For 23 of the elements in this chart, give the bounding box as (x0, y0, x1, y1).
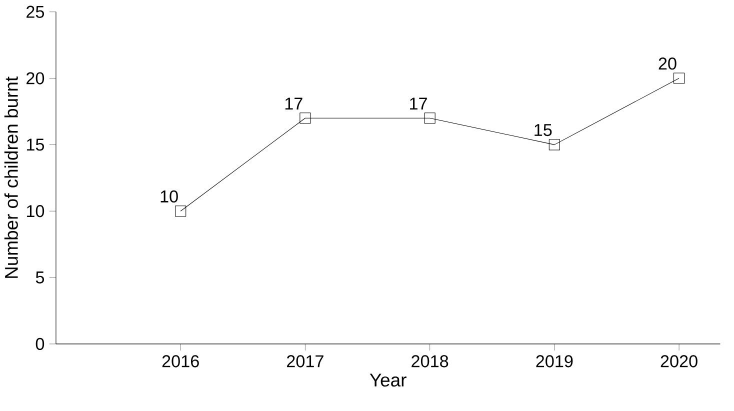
y-tick-label: 5 (36, 271, 44, 284)
point (674, 72, 685, 84)
point (300, 112, 311, 124)
data-label: 15 (534, 124, 552, 136)
x-tick-label: 2016 (162, 355, 199, 368)
y-tick-label: 25 (26, 6, 44, 18)
x-tick-label: 2017 (287, 355, 324, 368)
x-axis-title: Year (370, 374, 406, 387)
y-tick-label: 0 (36, 338, 44, 350)
x-tick-label: 2020 (660, 355, 698, 368)
x-tick-label: 2018 (412, 355, 448, 368)
data-label: 17 (285, 98, 302, 110)
point (424, 112, 436, 124)
y-tick-label: 10 (26, 204, 44, 218)
y-tick-label: 15 (26, 138, 44, 151)
y-tick-label: 20 (26, 72, 44, 84)
point (548, 139, 560, 150)
data-label: 17 (410, 98, 427, 110)
x-tick-label: 2019 (536, 355, 573, 368)
y-axis-title: Number of children burnt (4, 76, 18, 278)
point (175, 205, 186, 217)
data-label: 10 (160, 190, 178, 202)
data-label: 20 (658, 57, 676, 70)
